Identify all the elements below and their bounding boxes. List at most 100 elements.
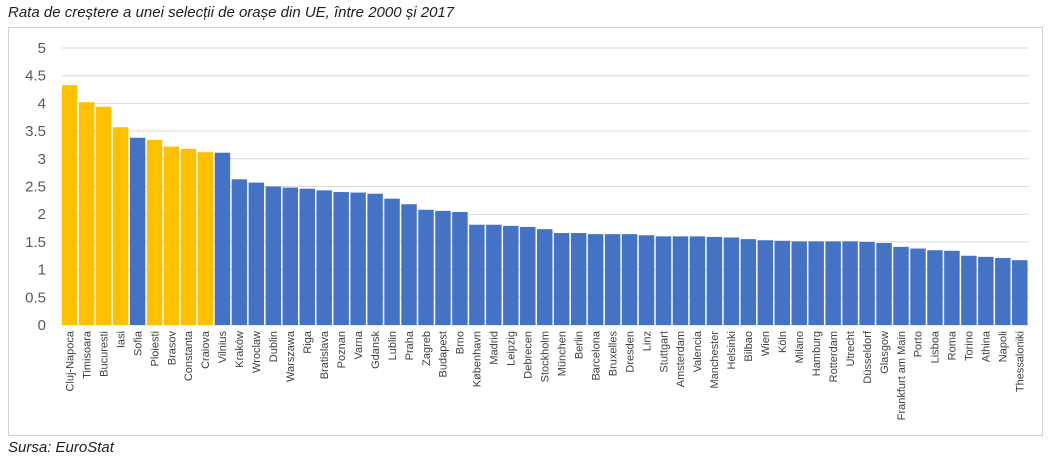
bar bbox=[570, 233, 587, 325]
y-tick-label: 4.5 bbox=[25, 68, 46, 85]
bar bbox=[129, 137, 146, 325]
bar bbox=[859, 241, 875, 325]
bar bbox=[214, 152, 231, 325]
bar bbox=[876, 243, 892, 325]
bar bbox=[774, 240, 790, 325]
bar bbox=[553, 233, 570, 325]
x-category-label: Hamburg bbox=[811, 331, 823, 376]
x-category-label: Rotterdam bbox=[828, 331, 840, 382]
y-tick-label: 3 bbox=[38, 151, 46, 168]
x-category-label: Wien bbox=[760, 331, 772, 356]
x-category-label: Poznan bbox=[336, 331, 348, 368]
source-note: Sursa: EuroStat bbox=[8, 439, 114, 456]
x-category-label: Roma bbox=[947, 330, 959, 360]
x-category-label: Iasi bbox=[115, 331, 127, 348]
x-category-label: Glasgow bbox=[879, 331, 891, 374]
bar bbox=[316, 190, 332, 325]
x-category-label: Amsterdam bbox=[675, 331, 687, 387]
y-tick-label: 0 bbox=[38, 317, 46, 334]
x-category-label: Helsinki bbox=[726, 331, 738, 370]
bar bbox=[418, 209, 434, 325]
y-tick-label: 0.5 bbox=[25, 289, 46, 306]
bar bbox=[672, 236, 689, 325]
x-category-label: Barcelona bbox=[590, 330, 602, 380]
bar bbox=[78, 102, 95, 325]
bar bbox=[265, 186, 282, 325]
x-category-label: Brasov bbox=[166, 331, 178, 366]
bar bbox=[282, 187, 298, 325]
bar bbox=[231, 179, 248, 325]
y-tick-label: 5 bbox=[38, 40, 46, 57]
x-category-label: Dresden bbox=[624, 331, 636, 373]
y-tick-label: 4 bbox=[38, 95, 46, 112]
x-category-label: Torino bbox=[964, 331, 976, 361]
bar bbox=[621, 234, 638, 325]
bar bbox=[995, 257, 1011, 325]
bar bbox=[910, 248, 926, 325]
bar bbox=[350, 192, 366, 325]
bar bbox=[163, 146, 180, 325]
x-category-label: Linz bbox=[641, 331, 653, 351]
bar bbox=[384, 198, 400, 325]
x-category-label: Bruxelles bbox=[607, 331, 619, 377]
x-category-label: Warszawa bbox=[285, 330, 297, 382]
x-category-label: Riga bbox=[302, 330, 314, 354]
x-category-label: Dublin bbox=[268, 331, 280, 362]
bar bbox=[367, 193, 383, 325]
bar bbox=[927, 250, 943, 325]
y-tick-label: 1 bbox=[38, 262, 46, 279]
x-category-label: Constanta bbox=[183, 330, 195, 381]
x-category-label: København bbox=[472, 331, 484, 387]
x-category-label: Frankfurt am Main bbox=[896, 331, 908, 420]
bar bbox=[893, 246, 909, 325]
y-tick-label: 2.5 bbox=[25, 179, 46, 196]
x-category-label: Kraków bbox=[234, 331, 246, 368]
x-category-label: Berlin bbox=[573, 331, 585, 359]
x-category-label: Düsseldorf bbox=[862, 330, 874, 384]
x-category-label: Stuttgart bbox=[658, 331, 670, 373]
x-category-label: Köln bbox=[777, 331, 789, 353]
x-category-label: Brno bbox=[455, 331, 467, 354]
y-tick-label: 2 bbox=[38, 206, 46, 223]
bar bbox=[520, 226, 536, 325]
bar bbox=[655, 236, 672, 325]
x-category-label: Lublin bbox=[387, 331, 399, 360]
bar bbox=[961, 255, 977, 325]
x-category-label: Porto bbox=[913, 331, 925, 357]
bar bbox=[638, 235, 655, 325]
x-category-label: Zagreb bbox=[421, 331, 433, 366]
chart-frame bbox=[8, 27, 1043, 436]
x-category-label: Lisboa bbox=[930, 330, 942, 363]
x-category-label: Thessaloniki bbox=[1015, 331, 1027, 392]
bar bbox=[401, 204, 417, 325]
x-category-label: Timisoara bbox=[81, 330, 93, 379]
bar bbox=[248, 182, 265, 325]
x-category-label: Milano bbox=[794, 331, 806, 363]
bar bbox=[146, 139, 163, 325]
bar bbox=[435, 210, 451, 325]
bar bbox=[825, 241, 841, 325]
x-category-label: Cluj-Napoca bbox=[64, 330, 76, 391]
x-category-label: Bratislava bbox=[319, 330, 331, 379]
bar bbox=[1012, 260, 1028, 325]
x-category-label: Bilbao bbox=[743, 331, 755, 362]
x-category-label: Craiova bbox=[200, 330, 212, 369]
x-category-label: Napoli bbox=[998, 331, 1010, 362]
bar bbox=[333, 192, 349, 325]
x-category-label: Vilnius bbox=[217, 331, 229, 364]
bar bbox=[95, 106, 112, 325]
bar bbox=[808, 241, 824, 325]
bar bbox=[197, 152, 214, 325]
bar bbox=[944, 250, 960, 325]
y-tick-label: 3.5 bbox=[25, 123, 46, 140]
bar bbox=[62, 85, 78, 326]
x-category-label: Gdansk bbox=[370, 331, 382, 369]
chart-title: Rata de creștere a unei selecții de oraș… bbox=[8, 4, 455, 21]
x-category-label: Debrecen bbox=[523, 331, 535, 379]
bar bbox=[791, 241, 807, 325]
x-category-label: Bucuresti bbox=[98, 331, 110, 377]
x-category-label: München bbox=[556, 331, 568, 376]
x-category-label: Sofia bbox=[132, 330, 144, 356]
bar bbox=[740, 239, 757, 325]
